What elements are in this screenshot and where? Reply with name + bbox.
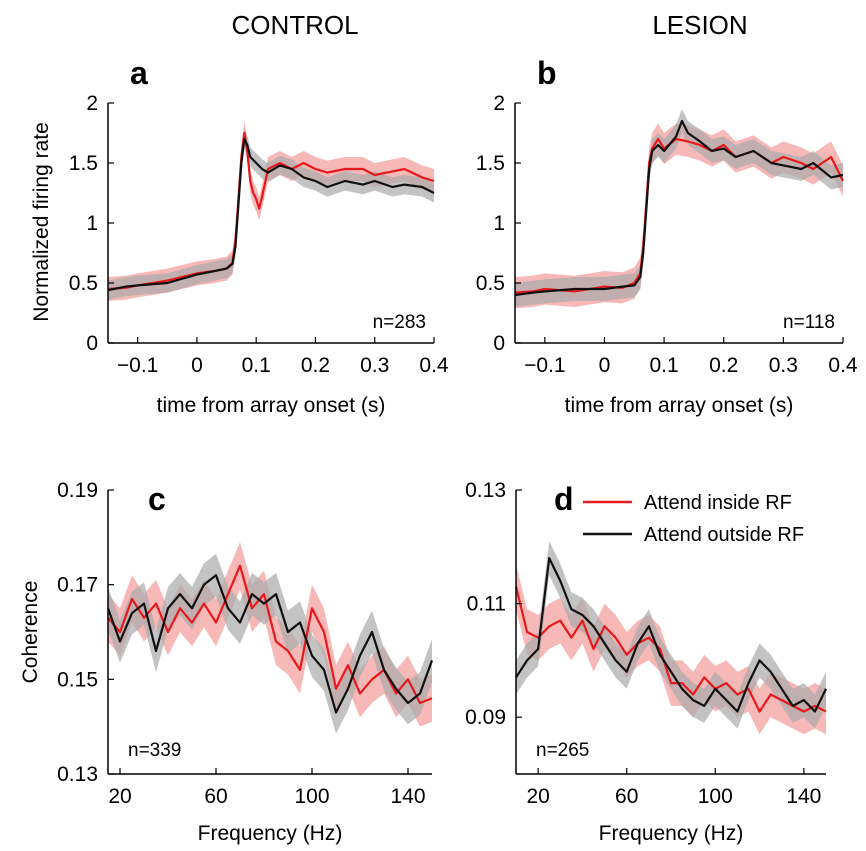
x-tick-label: −0.1 (117, 354, 158, 377)
line-d-outside (515, 557, 827, 713)
y-tick-label: 1.5 (476, 152, 505, 175)
panel-letter-b: b (537, 55, 557, 91)
band-a-outside (108, 129, 434, 300)
line-b-outside (514, 119, 844, 297)
y-tick-label: 1 (86, 212, 98, 235)
x-tick-label: −0.1 (524, 354, 565, 377)
y-tick-label: 0 (86, 332, 98, 355)
x-tick-label: 0 (599, 354, 611, 377)
x-tick-label: 60 (204, 785, 227, 808)
legend: Attend inside RF Attend outside RF (583, 492, 804, 546)
band-b-inside (515, 123, 843, 309)
y-tick-label: 0.15 (57, 668, 98, 691)
x-tick-label: 60 (615, 785, 638, 808)
x-tick-label: 0.4 (828, 354, 858, 377)
n-label-c: n=339 (128, 740, 181, 761)
column-title-lesion: LESION (652, 10, 747, 40)
y-tick-label: 0.17 (57, 574, 98, 597)
y-axis-label-c: Coherence (19, 581, 42, 684)
x-tick-label: 0.1 (242, 354, 271, 377)
y-tick-label: 2 (86, 92, 98, 115)
y-axis-label-a: Normalized firing rate (30, 122, 53, 322)
x-tick-label: 20 (526, 785, 549, 808)
x-axis-label-d: Frequency (Hz) (599, 822, 744, 845)
x-tick-label: 20 (108, 785, 131, 808)
x-tick-label: 0.1 (649, 354, 678, 377)
x-tick-label: 0.3 (360, 354, 389, 377)
panel-letter-c: c (148, 481, 166, 517)
line-c-outside (106, 574, 434, 714)
panels: −0.1 0 0.1 0.2 0.3 0.4 0 0.5 1 1.5 2 a n=283 time fro… (19, 55, 858, 845)
y-tick-label: 0.09 (465, 706, 506, 729)
y-tick-label: 0.5 (476, 272, 505, 295)
band-a-inside (108, 121, 434, 301)
y-tick-label: 0.13 (57, 763, 98, 786)
y-tick-label: 0.13 (465, 479, 506, 502)
x-axis-label-b: time from array onset (s) (565, 394, 794, 417)
panel-letter-d: d (554, 481, 574, 517)
y-tick-label: 0.11 (467, 593, 506, 616)
panel-d: 20 60 100 140 0.09 0.11 0.13 d n=265 Frequency (H… (465, 479, 827, 845)
panel-letter-a: a (130, 55, 148, 91)
band-c-outside (108, 553, 432, 734)
x-tick-label: 0 (191, 354, 203, 377)
x-tick-label: 100 (294, 785, 329, 808)
y-tick-label: 0.5 (69, 272, 98, 295)
panel-a: −0.1 0 0.1 0.2 0.3 0.4 0 0.5 1 1.5 2 a n=283 time fro… (30, 55, 449, 417)
panel-c: 20 60 100 140 0.13 0.15 0.17 0.19 c n=339 Frequenc… (19, 479, 434, 845)
x-tick-label: 100 (698, 785, 733, 808)
line-c-inside (107, 564, 433, 705)
legend-label-inside: Attend inside RF (644, 492, 792, 514)
line-a-outside (107, 137, 435, 292)
panel-b: −0.1 0 0.1 0.2 0.3 0.4 0 0.5 1 1.5 2 b n=118 time fro… (476, 55, 858, 417)
x-tick-label: 0.4 (419, 354, 449, 377)
band-b-outside (515, 109, 843, 307)
n-label-a: n=283 (373, 312, 426, 333)
x-tick-label: 0.2 (709, 354, 738, 377)
x-tick-label: 140 (390, 785, 425, 808)
x-tick-label: 0.2 (301, 354, 330, 377)
y-tick-label: 0 (493, 332, 505, 355)
y-tick-label: 2 (493, 92, 505, 115)
column-title-control: CONTROL (231, 10, 358, 40)
line-d-inside (514, 586, 827, 713)
n-label-b: n=118 (783, 312, 835, 333)
line-b-inside (514, 137, 844, 294)
y-tick-label: 1.5 (69, 152, 98, 175)
n-label-d: n=265 (536, 740, 589, 761)
x-axis-label-c: Frequency (Hz) (198, 822, 343, 845)
x-axis-label-a: time from array onset (s) (157, 394, 386, 417)
y-tick-label: 0.19 (57, 479, 98, 502)
x-tick-label: 140 (786, 785, 821, 808)
legend-label-outside: Attend outside RF (644, 524, 804, 546)
x-tick-label: 0.3 (769, 354, 798, 377)
y-tick-label: 1 (493, 212, 505, 235)
